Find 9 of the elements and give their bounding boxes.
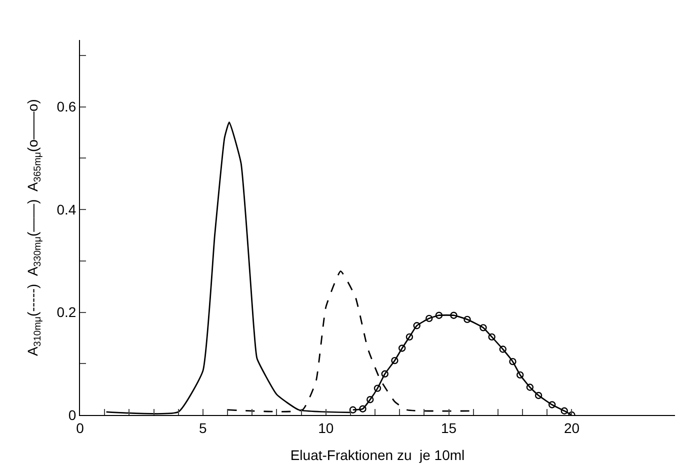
x-axis-title: Eluat-Fraktionen zu je 10ml bbox=[290, 447, 465, 464]
x-tick-label: 15 bbox=[441, 420, 457, 436]
x-tick-label: 20 bbox=[564, 420, 580, 436]
x-tick-label: 10 bbox=[318, 420, 334, 436]
y-tick-label: 0.6 bbox=[56, 98, 76, 115]
y-tick-label: 0.2 bbox=[56, 304, 76, 320]
x-tick-label: 5 bbox=[199, 420, 208, 436]
y-tick-label: 0 bbox=[68, 406, 76, 423]
y-tick-label: 0.4 bbox=[56, 201, 76, 218]
